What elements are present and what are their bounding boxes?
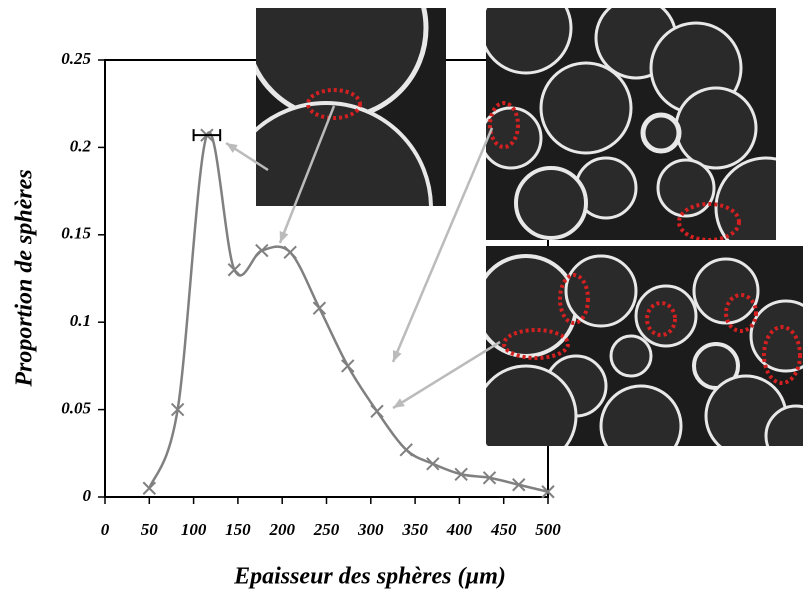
highlight bbox=[724, 293, 758, 333]
sphere bbox=[714, 156, 776, 240]
point-marker bbox=[170, 402, 185, 417]
arrow-head bbox=[226, 143, 238, 153]
sphere bbox=[539, 61, 633, 155]
point-marker bbox=[454, 467, 468, 481]
y-axis-title: Proportion de sphères bbox=[12, 169, 38, 387]
y-tick-label: 0.15 bbox=[61, 224, 91, 243]
sphere bbox=[486, 364, 578, 446]
highlight bbox=[558, 273, 590, 325]
cross bbox=[341, 359, 355, 373]
inset-content bbox=[486, 254, 803, 446]
point-marker bbox=[227, 263, 242, 277]
arrow-shaft bbox=[392, 340, 501, 410]
arrow bbox=[391, 127, 494, 363]
y-tick-label: 0.05 bbox=[61, 399, 91, 418]
point-marker bbox=[341, 359, 355, 373]
cross bbox=[399, 443, 413, 457]
arrow-shaft bbox=[391, 127, 494, 363]
arrow-head bbox=[279, 231, 289, 243]
inset-image bbox=[486, 8, 776, 240]
sphere bbox=[674, 86, 758, 170]
x-tick-label: 150 bbox=[225, 520, 251, 539]
x-tick-label: 400 bbox=[446, 520, 473, 539]
sphere bbox=[486, 254, 578, 358]
point-marker bbox=[370, 404, 384, 419]
highlight bbox=[645, 301, 677, 337]
sphere bbox=[256, 101, 433, 206]
sphere bbox=[486, 8, 573, 75]
y-tick-label: 0 bbox=[83, 486, 92, 505]
sphere bbox=[640, 112, 682, 154]
insets bbox=[225, 8, 803, 446]
sphere bbox=[486, 106, 543, 170]
error-bar bbox=[192, 129, 222, 142]
y-tick-label: 0.25 bbox=[61, 49, 91, 68]
x-tick-label: 0 bbox=[101, 520, 110, 539]
cross bbox=[426, 457, 440, 471]
inset-content bbox=[256, 8, 433, 206]
y-tick-label: 0.1 bbox=[70, 311, 91, 330]
inset-image bbox=[486, 246, 803, 446]
arrow bbox=[392, 340, 501, 410]
x-tick-label: 100 bbox=[181, 520, 207, 539]
sphere bbox=[514, 166, 588, 240]
highlight bbox=[677, 202, 741, 240]
line bbox=[148, 131, 549, 493]
point-marker bbox=[142, 481, 157, 495]
cross bbox=[454, 467, 468, 481]
x-tick-label: 500 bbox=[535, 520, 561, 539]
sphere bbox=[564, 254, 638, 328]
x-tick-label: 200 bbox=[268, 520, 295, 539]
arrow-head bbox=[393, 350, 402, 362]
point-marker bbox=[312, 301, 327, 315]
sphere bbox=[599, 384, 683, 446]
x-tick-label: 50 bbox=[141, 520, 159, 539]
point-marker bbox=[255, 243, 269, 258]
arrow bbox=[278, 105, 336, 244]
x-tick-label: 450 bbox=[490, 520, 517, 539]
cross bbox=[312, 301, 327, 315]
cross bbox=[482, 471, 497, 485]
sphere bbox=[609, 334, 653, 378]
highlight bbox=[502, 328, 570, 360]
x-axis-title: Epaisseur des sphères (µm) bbox=[233, 564, 506, 590]
arrow-head bbox=[393, 398, 405, 408]
highlight bbox=[488, 101, 520, 149]
cross bbox=[227, 263, 242, 277]
cross bbox=[283, 245, 297, 259]
x-tick-label: 250 bbox=[313, 520, 340, 539]
point-marker bbox=[541, 485, 555, 499]
cross bbox=[512, 478, 526, 492]
sphere bbox=[764, 404, 803, 446]
arrow bbox=[225, 141, 269, 172]
cross bbox=[541, 485, 555, 499]
plot-area: 0 50 100 150 200 250 300 350 400 450 500 0 0.05 0.1 0.… bbox=[61, 49, 561, 539]
x-tick-label: 350 bbox=[401, 520, 428, 539]
cross bbox=[170, 402, 185, 417]
sphere bbox=[656, 158, 716, 218]
x-tick-label: 300 bbox=[357, 520, 384, 539]
cross bbox=[255, 243, 269, 258]
cross bbox=[370, 404, 384, 419]
inset-content bbox=[486, 8, 776, 240]
point-marker bbox=[283, 245, 297, 259]
sphere bbox=[692, 257, 760, 325]
point-marker bbox=[399, 443, 413, 457]
point-marker bbox=[512, 478, 526, 492]
inset-image bbox=[256, 8, 446, 206]
point-marker bbox=[426, 457, 440, 471]
arrow-shaft bbox=[278, 105, 336, 244]
y-tick-label: 0.2 bbox=[70, 136, 92, 155]
cross bbox=[142, 481, 157, 495]
highlight bbox=[762, 325, 802, 385]
highlight bbox=[306, 88, 362, 120]
point-marker bbox=[482, 471, 497, 485]
sphere bbox=[634, 284, 698, 348]
